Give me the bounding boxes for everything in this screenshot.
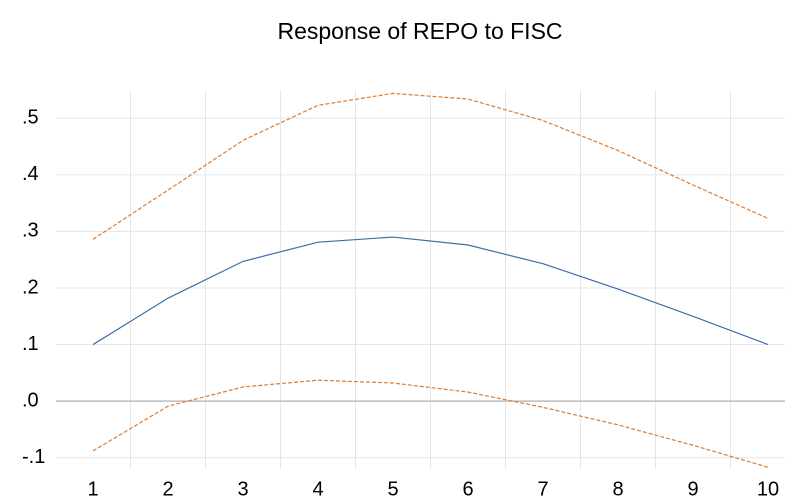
x-tick-label: 1 bbox=[87, 478, 98, 500]
x-tick-label: 9 bbox=[687, 478, 698, 500]
y-tick-label: .3 bbox=[22, 220, 39, 242]
x-tick-label: 8 bbox=[612, 478, 623, 500]
y-tick-label: .0 bbox=[22, 389, 39, 411]
x-tick-label: 7 bbox=[537, 478, 548, 500]
y-tick-label: .1 bbox=[22, 333, 39, 355]
x-tick-label: 10 bbox=[757, 478, 779, 500]
x-tick-label: 3 bbox=[237, 478, 248, 500]
x-tick-label: 5 bbox=[387, 478, 398, 500]
x-tick-label: 2 bbox=[162, 478, 173, 500]
chart-title: Response of REPO to FISC bbox=[277, 18, 562, 44]
x-tick-label: 6 bbox=[462, 478, 473, 500]
y-tick-label: -.1 bbox=[22, 446, 45, 468]
series-line bbox=[92, 379, 769, 468]
series-line bbox=[92, 92, 769, 240]
y-tick-label: .4 bbox=[22, 163, 39, 185]
series-line bbox=[92, 236, 769, 346]
y-tick-label: .2 bbox=[22, 276, 39, 298]
y-tick-label: .5 bbox=[22, 107, 39, 129]
x-tick-label: 4 bbox=[312, 478, 323, 500]
